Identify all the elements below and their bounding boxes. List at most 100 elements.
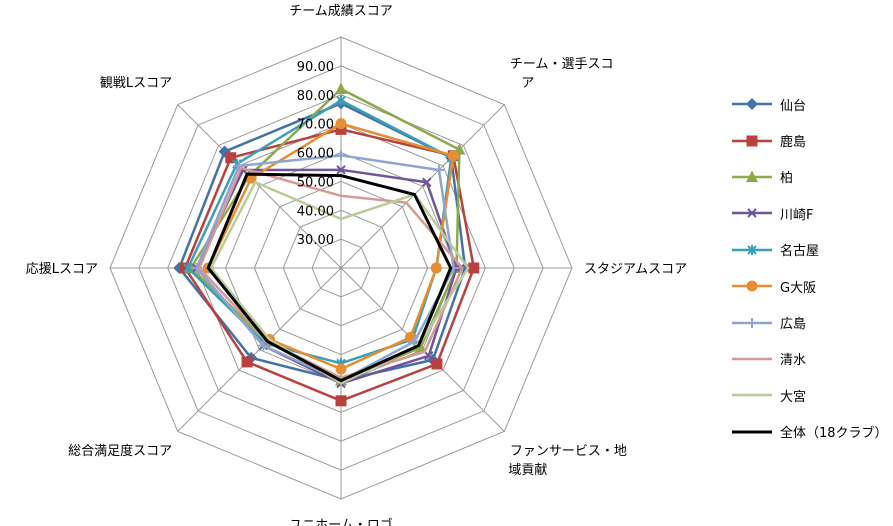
legend-item: 大宮 bbox=[730, 377, 890, 413]
tick-label: 50.00 bbox=[297, 175, 334, 190]
legend-swatch bbox=[732, 170, 772, 182]
series-marker bbox=[335, 363, 347, 375]
series-marker bbox=[746, 98, 758, 111]
series-marker bbox=[225, 152, 237, 164]
axis-label: 観戦Lスコア bbox=[100, 76, 172, 91]
tick-label: 90.00 bbox=[297, 60, 334, 75]
legend-item: 柏 bbox=[730, 159, 890, 195]
series-marker bbox=[335, 118, 347, 130]
legend-swatch bbox=[732, 430, 772, 434]
tick-labels: 30.00 40.00 50.00 60.00 70.00 80.00 90.00 bbox=[297, 60, 334, 248]
tick-label: 70.00 bbox=[297, 118, 334, 133]
series-marker bbox=[335, 82, 347, 94]
series-line bbox=[209, 180, 470, 385]
legend-label: 名古屋 bbox=[780, 244, 820, 260]
series-marker bbox=[422, 177, 432, 187]
legend-label: 川崎F bbox=[780, 207, 814, 223]
legend-swatch bbox=[732, 394, 772, 397]
series-line bbox=[186, 99, 453, 365]
grid-spoke bbox=[177, 267, 342, 432]
legend-swatch bbox=[732, 208, 772, 219]
legend-swatch bbox=[732, 98, 772, 111]
legend-swatch bbox=[732, 135, 772, 147]
tick-label: 30.00 bbox=[297, 233, 334, 248]
legend-swatch bbox=[732, 244, 772, 255]
series-marker bbox=[468, 262, 480, 274]
tick-label: 60.00 bbox=[297, 147, 334, 162]
legend-label: G大阪 bbox=[780, 280, 817, 296]
axis-label: 応援Lスコア bbox=[26, 262, 98, 277]
legend-item: 鹿島 bbox=[730, 122, 890, 158]
legend-item: 川崎F bbox=[730, 195, 890, 231]
axis-label: チーム・選手スコア bbox=[510, 57, 614, 91]
series-marker bbox=[746, 170, 758, 182]
legend-label: 仙台 bbox=[780, 98, 807, 114]
series-marker bbox=[424, 351, 434, 361]
legend-item: G大阪 bbox=[730, 268, 890, 304]
series-marker bbox=[447, 150, 459, 162]
series-marker bbox=[746, 280, 758, 292]
legend-item: 広島 bbox=[730, 304, 890, 340]
axis-label-line: ファンサービス・地 bbox=[510, 444, 627, 459]
series-marker bbox=[409, 336, 420, 347]
axis-label-line: スタジアムスコア bbox=[584, 262, 687, 277]
series-marker bbox=[430, 262, 442, 274]
series-marker bbox=[747, 244, 757, 255]
series-layer bbox=[173, 82, 480, 407]
grid-spoke bbox=[340, 104, 505, 269]
series-marker bbox=[746, 135, 758, 147]
series-marker bbox=[183, 263, 193, 273]
series-9 bbox=[206, 172, 453, 383]
axis-label: ファンサービス・地域貢献 bbox=[508, 444, 627, 478]
legend-item: 仙台 bbox=[730, 86, 890, 122]
series-line bbox=[198, 166, 464, 380]
axis-label-line: 応援Lスコア bbox=[26, 262, 98, 277]
legend-item: 名古屋 bbox=[730, 232, 890, 268]
legend-swatch bbox=[732, 357, 772, 361]
series-marker bbox=[336, 95, 346, 106]
legend: 仙台鹿島柏川崎F 名古屋 G大阪広島清水大宮全体（18クラブ） bbox=[730, 86, 890, 450]
series-marker bbox=[258, 340, 269, 351]
axis-label: スタジアムスコア bbox=[584, 262, 687, 277]
series-marker bbox=[335, 123, 347, 135]
axis-label-line: チーム成績スコア bbox=[289, 4, 393, 19]
series-marker bbox=[747, 317, 757, 328]
series-marker bbox=[434, 164, 445, 175]
legend-item: 全体（18クラブ） bbox=[730, 414, 890, 450]
series-7 bbox=[198, 166, 464, 380]
legend-label: 大宮 bbox=[780, 389, 807, 405]
axis-label-line: ア bbox=[521, 76, 534, 91]
series-marker bbox=[404, 331, 416, 343]
legend-label: 広島 bbox=[780, 317, 807, 333]
legend-label: 清水 bbox=[780, 353, 807, 369]
series-marker bbox=[336, 165, 346, 175]
series-marker bbox=[241, 356, 253, 368]
series-marker bbox=[414, 341, 427, 353]
series-8 bbox=[209, 180, 470, 385]
axis-label-line: 観戦Lスコア bbox=[100, 76, 172, 91]
axis-label-line: 域貢献 bbox=[508, 463, 547, 478]
legend-label: 柏 bbox=[780, 171, 794, 187]
axis-label-line: チーム・選手スコ bbox=[510, 57, 614, 72]
legend-item: 清水 bbox=[730, 341, 890, 377]
series-line bbox=[206, 172, 453, 383]
axis-label: チーム成績スコア bbox=[289, 4, 393, 19]
axis-label: 総合満足度スコア bbox=[68, 443, 172, 459]
legend-swatch bbox=[732, 280, 772, 292]
tick-label: 80.00 bbox=[297, 89, 334, 104]
series-marker bbox=[336, 150, 346, 161]
series-marker bbox=[431, 358, 443, 370]
series-marker bbox=[747, 208, 757, 219]
series-marker bbox=[233, 160, 244, 171]
legend-swatch bbox=[732, 317, 772, 328]
axis-label: ユニホーム・ロゴ bbox=[289, 517, 393, 526]
legend-label: 鹿島 bbox=[780, 135, 807, 151]
tick-label: 40.00 bbox=[297, 204, 334, 219]
axis-label-line: ユニホーム・ロゴ bbox=[289, 517, 393, 526]
grid-spoke bbox=[177, 104, 342, 269]
axis-labels: チーム成績スコアチーム・選手スコアスタジアムスコアファンサービス・地域貢献ユニホ… bbox=[26, 4, 687, 526]
series-marker bbox=[179, 262, 191, 274]
axis-label-line: 総合満足度スコア bbox=[68, 443, 172, 459]
series-1 bbox=[179, 123, 480, 407]
